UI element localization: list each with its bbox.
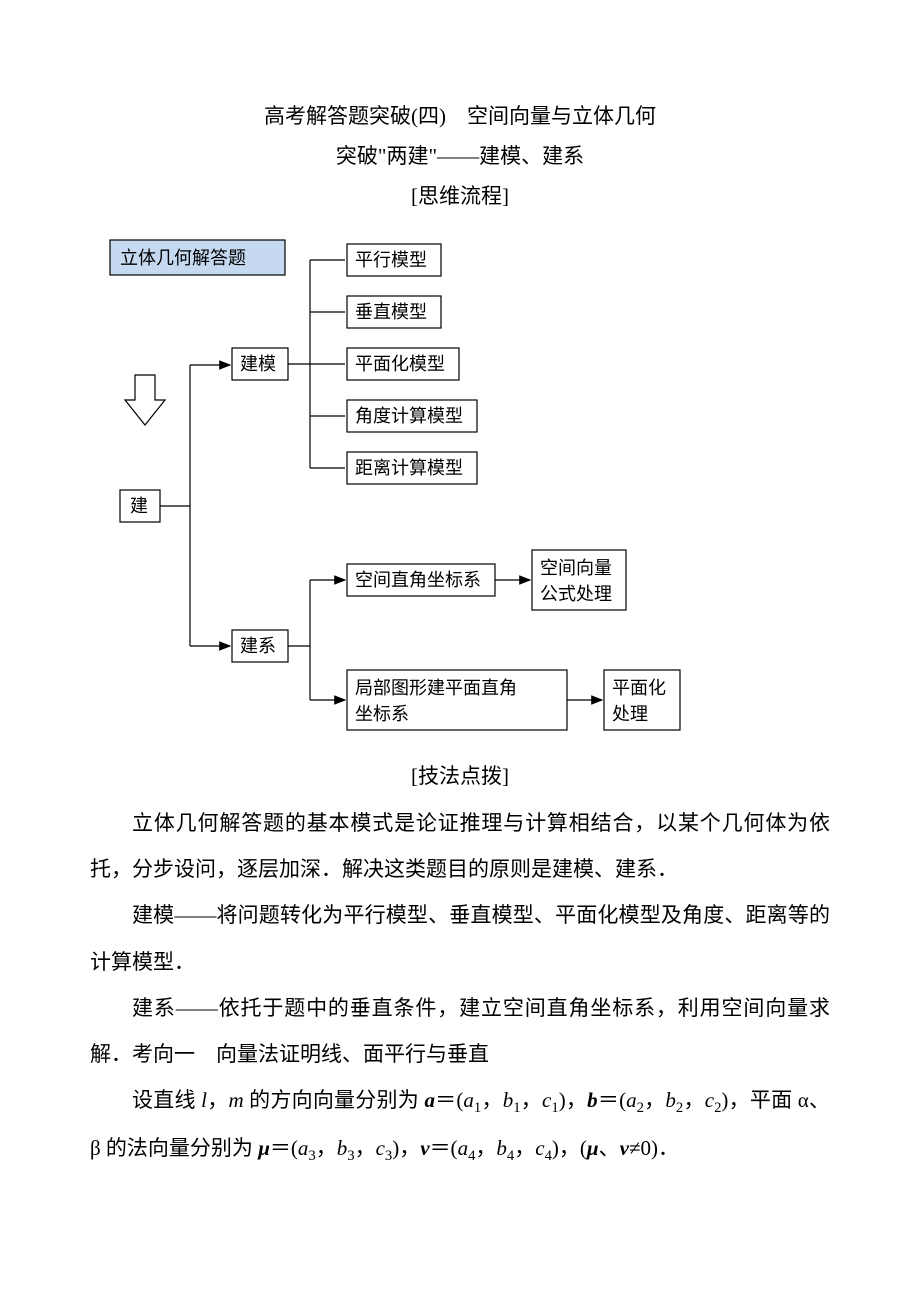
text-span: ， (481, 1088, 502, 1112)
model-item-text: 距离计算模型 (355, 458, 463, 478)
subscript: 1 (551, 1100, 558, 1116)
section-technique-header: [技法点拨] (90, 760, 830, 790)
coord-result-text: 平面化 (612, 678, 666, 698)
text-span: ， (514, 1136, 535, 1160)
text-span: 的方向向量分别为 (244, 1088, 425, 1112)
coord-result-text: 空间向量 (540, 558, 612, 578)
model-text: 建模 (240, 354, 276, 374)
text-span: ＝( (435, 1088, 463, 1112)
var-b4: b (496, 1136, 507, 1160)
text-span: ＝( (430, 1136, 458, 1160)
text-span: ， (207, 1088, 228, 1112)
var-v: v (420, 1136, 429, 1160)
text-span: )， (559, 1088, 587, 1112)
var-c2: c (705, 1088, 714, 1112)
coord-result-text: 公式处理 (540, 584, 612, 604)
var-b1: b (503, 1088, 514, 1112)
subtitle: 突破"两建"——建模、建系 (90, 140, 830, 170)
subscript: 2 (637, 1100, 644, 1116)
paragraph-3: 建系——依托于题中的垂直条件，建立空间直角坐标系，利用空间向量求解．考向一 向量… (90, 985, 830, 1077)
coord-text: 建系 (240, 636, 276, 656)
var-a: a (424, 1088, 435, 1112)
model-item-text: 垂直模型 (355, 302, 427, 322)
text-span: )，( (552, 1136, 587, 1160)
var-a3: a (298, 1136, 309, 1160)
text-span: ， (355, 1136, 376, 1160)
title: 高考解答题突破(四) 空间向量与立体几何 (90, 100, 830, 130)
var-mu: μ (258, 1136, 270, 1160)
text-span: ， (316, 1136, 337, 1160)
flowchart-diagram: 立体几何解答题 建 建模 平行模型 垂直模型 平面化模型 (90, 230, 830, 740)
paragraph-4: 设直线 l，m 的方向向量分别为 a＝(a1，b1，c1)，b＝(a2，b2，c… (90, 1077, 830, 1172)
var-mu2: μ (587, 1136, 599, 1160)
var-v2: v (620, 1136, 629, 1160)
text-span: ≠0)． (629, 1136, 679, 1160)
var-a2: a (626, 1088, 637, 1112)
var-b3: b (337, 1136, 348, 1160)
text-span: 设直线 (132, 1088, 201, 1112)
section-flowchart-header: [思维流程] (90, 180, 830, 210)
var-a4: a (458, 1136, 469, 1160)
coord-item-text: 坐标系 (355, 704, 409, 724)
text-span: ＝( (270, 1136, 298, 1160)
paragraph-2: 建模——将问题转化为平行模型、垂直模型、平面化模型及角度、距离等的计算模型． (90, 892, 830, 984)
subscript: 3 (347, 1148, 354, 1164)
subscript: 1 (513, 1100, 520, 1116)
down-arrow-icon (125, 375, 165, 425)
model-item-text: 平行模型 (355, 250, 427, 270)
var-b2: b (665, 1088, 676, 1112)
coord-result-text: 处理 (612, 704, 648, 724)
var-c4: c (535, 1136, 544, 1160)
var-a1: a (463, 1088, 474, 1112)
root-text: 立体几何解答题 (120, 248, 246, 268)
text-span: ， (644, 1088, 665, 1112)
coord-item-text: 空间直角坐标系 (355, 570, 481, 590)
var-b: b (587, 1088, 598, 1112)
var-c1: c (542, 1088, 551, 1112)
subscript: 3 (308, 1148, 315, 1164)
text-span: )， (392, 1136, 420, 1160)
subscript: 4 (545, 1148, 552, 1164)
text-span: ， (521, 1088, 542, 1112)
paragraph-1: 立体几何解答题的基本模式是论证推理与计算相结合，以某个几何体为依托，分步设问，逐… (90, 800, 830, 892)
var-m: m (228, 1088, 243, 1112)
coord-item-text: 局部图形建平面直角 (355, 678, 517, 698)
text-span: 、 (599, 1136, 620, 1160)
model-item-text: 平面化模型 (355, 354, 445, 374)
text-span: ， (683, 1088, 704, 1112)
text-span: ＝( (598, 1088, 626, 1112)
build-text: 建 (130, 496, 148, 516)
var-c3: c (376, 1136, 385, 1160)
text-span: ， (475, 1136, 496, 1160)
model-item-text: 角度计算模型 (355, 406, 463, 426)
